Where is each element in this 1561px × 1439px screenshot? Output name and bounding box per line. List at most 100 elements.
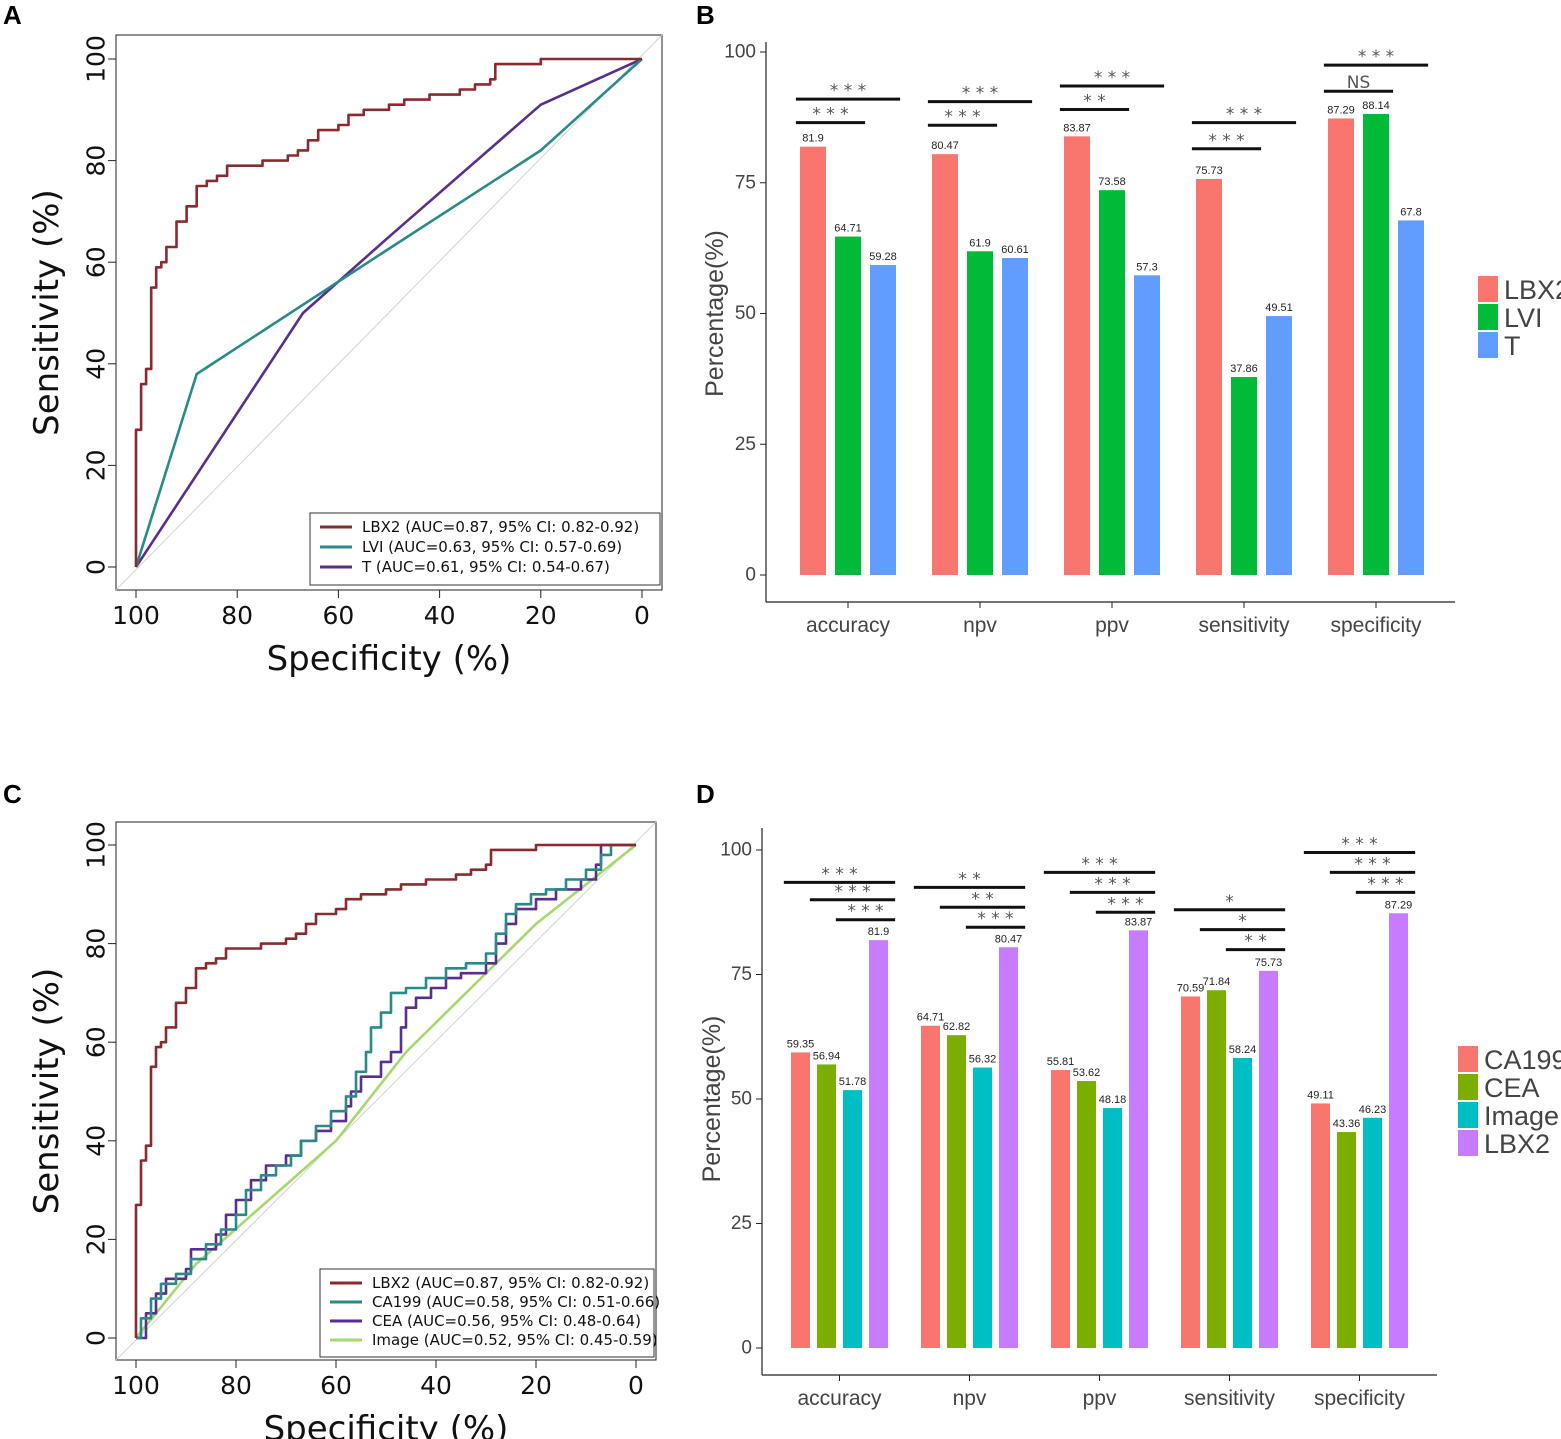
significance-label: * * * (847, 902, 883, 922)
panel-letter: B (696, 0, 715, 30)
significance-label: * * (958, 869, 980, 889)
legend-entry: CEA (AUC=0.56, 95% CI: 0.48-0.64) (372, 1312, 641, 1330)
legend-swatch (1458, 1102, 1478, 1128)
bar-value-label: 48.18 (1099, 1094, 1127, 1106)
significance-label: * * * (830, 81, 866, 101)
legend-box (309, 512, 661, 586)
significance-label: * * * (1354, 854, 1390, 874)
panel-d-bar: D 0 25 50 75 100 Percentage(%) accuracy npv ppv se… (696, 779, 1561, 1410)
bar-t-accuracy (870, 264, 896, 575)
bar-value-label: 67.8 (1400, 206, 1421, 218)
bar-ca199-ppv (1051, 1070, 1070, 1348)
y-tick-label: 50 (731, 1089, 752, 1110)
bar-value-label: 59.35 (787, 1038, 815, 1050)
legend-entry: LBX2 (1504, 275, 1561, 305)
panel-a-roc: A 100 80 60 40 20 0 0 20 40 60 80 100 Specificity (%)… (3, 0, 663, 679)
significance-label: * * * (1094, 874, 1130, 894)
bar-value-label: 75.73 (1255, 957, 1283, 969)
bar-value-label: 80.47 (995, 933, 1023, 945)
category-label: accuracy (806, 614, 891, 637)
y-tick-label: 80 (82, 928, 111, 960)
y-tick-label: 40 (82, 348, 111, 380)
bar-image-accuracy (843, 1090, 862, 1348)
bar-value-label: 70.59 (1177, 982, 1205, 994)
legend-entry: LVI (AUC=0.63, 95% CI: 0.57-0.69) (362, 538, 622, 556)
bar-value-label: 88.14 (1362, 100, 1390, 112)
y-tick-label: 60 (82, 1026, 111, 1058)
bar-lbx2-npv (999, 947, 1018, 1348)
bar-lvi-specificity (1363, 114, 1389, 575)
panel-b-bar: B 0 25 50 75 100 Percentage(%) accuracy npv ppv se… (696, 0, 1561, 637)
legend-entry: LBX2 (1484, 1129, 1550, 1159)
bar-lbx2-sensitivity (1259, 970, 1278, 1348)
x-tick-label: 40 (424, 601, 456, 630)
significance-label: * (1238, 912, 1247, 932)
y-tick-label: 40 (82, 1125, 111, 1157)
bar-ca199-sensitivity (1181, 996, 1200, 1348)
significance-label: NS (1347, 73, 1371, 93)
y-tick-label: 100 (82, 35, 111, 83)
x-tick-label: 40 (420, 1371, 452, 1400)
bar-value-label: 60.61 (1001, 244, 1029, 256)
y-tick-label: 60 (82, 246, 111, 278)
bar-cea-ppv (1077, 1080, 1096, 1348)
x-tick-label: 100 (112, 601, 160, 630)
category-label: ppv (1083, 1387, 1117, 1410)
panel-c-roc: C 100 80 60 40 20 0 0 20 40 60 80 100 Specificity (%)… (3, 779, 660, 1439)
x-tick-label: 0 (628, 1371, 644, 1400)
legend-entry: LBX2 (AUC=0.87, 95% CI: 0.82-0.92) (372, 1274, 649, 1292)
significance-label: * * (971, 889, 993, 909)
roc-curve-0 (134, 843, 636, 1338)
x-tick-label: 20 (525, 601, 557, 630)
bar-value-label: 58.24 (1229, 1044, 1257, 1056)
x-tick-label: 60 (320, 1371, 352, 1400)
y-tick-label: 25 (735, 434, 756, 455)
y-tick-label: 20 (82, 449, 111, 481)
y-tick-label: 0 (741, 1338, 752, 1359)
x-axis-title: Specificity (%) (264, 1409, 509, 1439)
bar-cea-npv (947, 1035, 966, 1348)
bar-image-npv (973, 1067, 992, 1348)
significance-label: * * (1083, 92, 1105, 112)
bar-cea-sensitivity (1207, 990, 1226, 1348)
legend-swatch (1478, 332, 1498, 358)
significance-label: * * * (962, 84, 998, 104)
significance-label: * * * (977, 909, 1013, 929)
panel-letter: C (3, 779, 22, 809)
bar-value-label: 64.71 (834, 223, 862, 235)
significance-label: * * * (1107, 894, 1143, 914)
legend-swatch (1458, 1046, 1478, 1072)
y-tick-label: 75 (735, 172, 756, 193)
chance-diagonal (115, 34, 663, 591)
y-axis-title: Sensitivity (%) (27, 968, 67, 1215)
bar-value-label: 61.9 (969, 237, 990, 249)
bar-value-label: 49.51 (1265, 302, 1293, 314)
bar-value-label: 55.81 (1047, 1056, 1075, 1068)
bar-lvi-ppv (1099, 190, 1125, 575)
bar-lbx2-ppv (1064, 136, 1090, 575)
roc-curve-0 (134, 57, 642, 567)
y-tick-label: 0 (82, 559, 111, 575)
legend-swatch (1478, 304, 1498, 330)
category-label: accuracy (797, 1387, 882, 1410)
legend-entry: LBX2 (AUC=0.87, 95% CI: 0.82-0.92) (362, 518, 639, 536)
legend-entry: CA199 (AUC=0.58, 95% CI: 0.51-0.66) (372, 1293, 660, 1311)
bar-cea-accuracy (817, 1064, 836, 1348)
y-axis-title: Percentage(%) (701, 230, 729, 397)
bar-value-label: 43.36 (1333, 1118, 1361, 1130)
bar-lbx2-accuracy (869, 940, 888, 1348)
y-tick-label: 20 (82, 1223, 111, 1255)
bar-lbx2-specificity (1328, 118, 1354, 575)
bar-image-specificity (1363, 1117, 1382, 1348)
bar-value-label: 56.94 (813, 1050, 841, 1062)
bar-value-label: 83.87 (1125, 916, 1153, 928)
y-axis-title: Percentage(%) (698, 1016, 726, 1183)
bar-value-label: 87.29 (1385, 899, 1413, 911)
legend-entry: Image (1484, 1101, 1559, 1131)
significance-label: * (1225, 892, 1234, 912)
bar-value-label: 56.32 (969, 1054, 997, 1066)
bar-lvi-npv (967, 251, 993, 575)
roc-curve-1 (134, 58, 643, 568)
